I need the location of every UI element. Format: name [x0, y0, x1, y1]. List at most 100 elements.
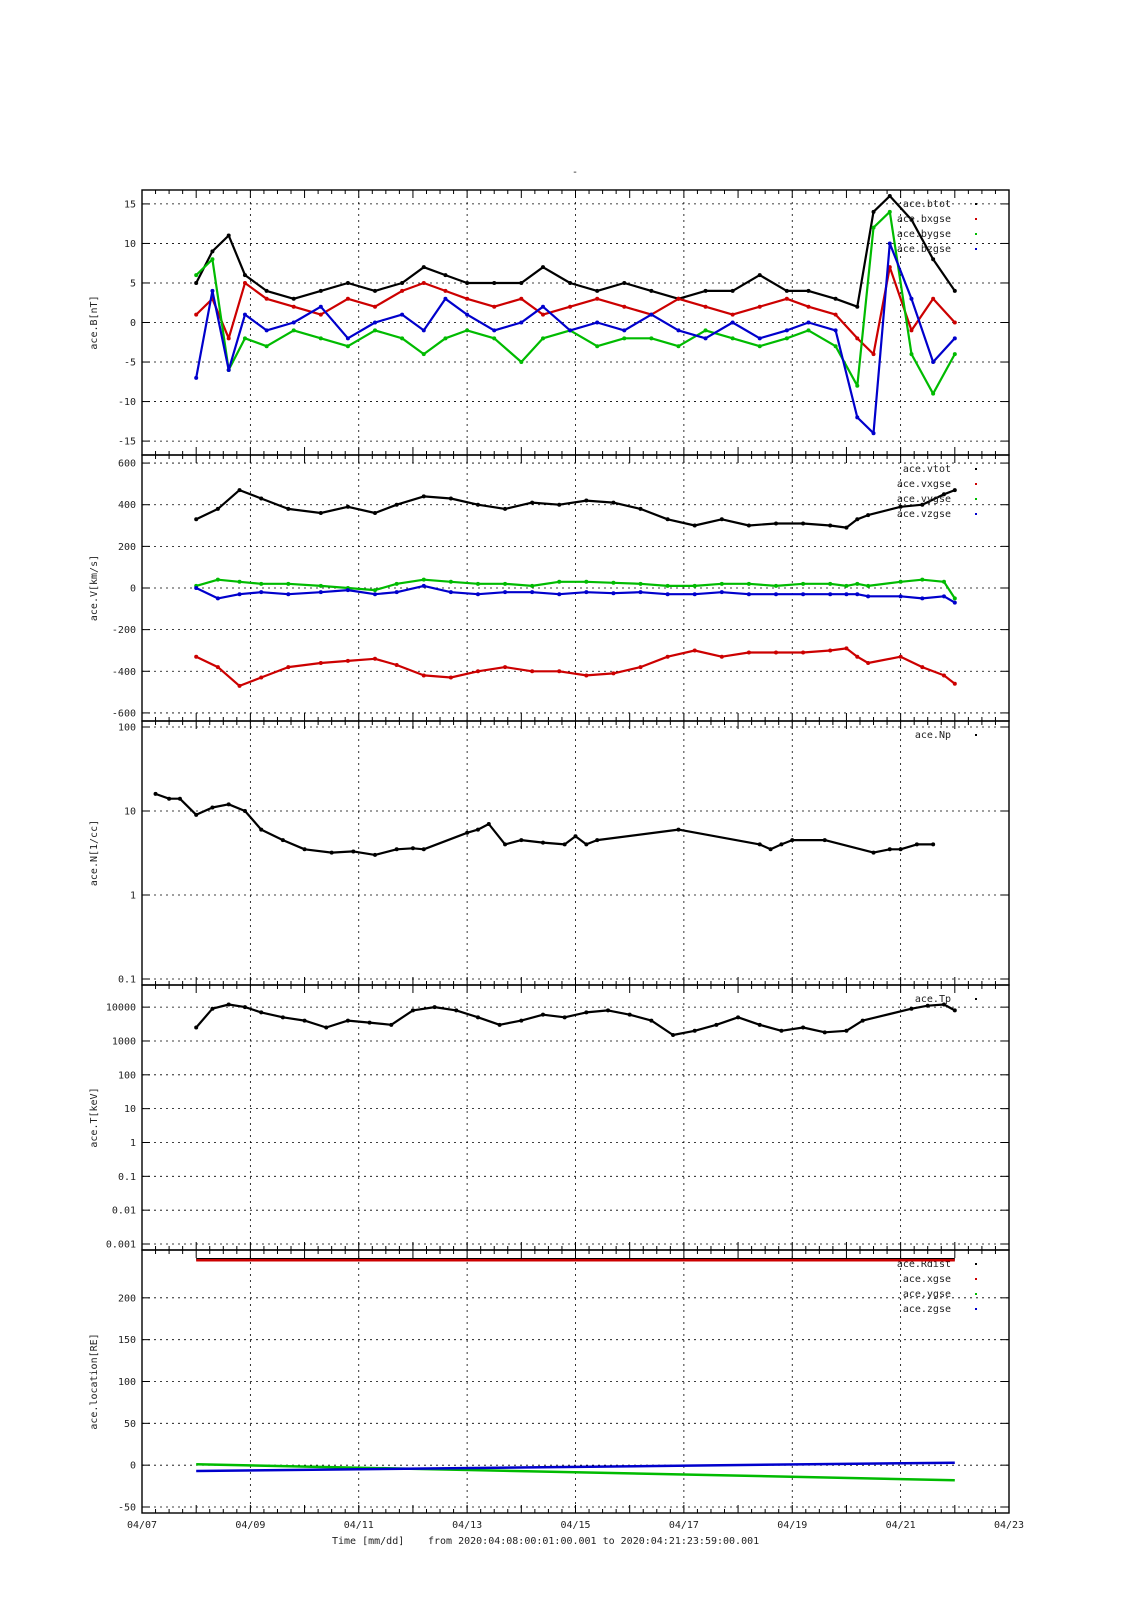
legend-marker	[975, 233, 977, 235]
data-point	[676, 296, 681, 301]
data-point	[714, 1022, 719, 1027]
data-point	[465, 280, 470, 285]
data-point	[855, 592, 860, 597]
data-point	[595, 296, 600, 301]
data-point	[909, 296, 914, 301]
data-point	[941, 492, 946, 497]
y-tick-label: 50	[124, 1419, 136, 1430]
data-point	[226, 802, 231, 807]
data-point	[649, 312, 654, 317]
panel-1: -15 -10 -5 0 5 10 15 ace.B[nT] ace.btot ace.bxgse…	[89, 189, 1010, 456]
data-point	[259, 590, 264, 595]
y-tick-label: -10	[118, 397, 136, 408]
data-point	[345, 344, 350, 349]
legend-entry: ace.bzgse	[897, 244, 951, 255]
data-point	[421, 673, 426, 678]
data-point	[280, 838, 285, 843]
y-tick-label: 0	[130, 584, 136, 595]
data-point	[568, 328, 573, 333]
data-point	[242, 336, 247, 341]
data-point	[757, 842, 762, 847]
y-axis-title: ace.T[keV]	[89, 1087, 100, 1147]
data-point	[373, 328, 378, 333]
data-point	[194, 586, 199, 590]
data-point	[432, 1005, 437, 1010]
x-tick-label: 04/11	[344, 1520, 374, 1531]
data-point	[421, 583, 426, 588]
data-point	[898, 847, 903, 852]
data-point	[443, 288, 448, 293]
time-range-text: from 2020:04:08:00:01:00.001 to 2020:04:…	[428, 1536, 759, 1547]
data-point	[822, 838, 827, 843]
legend-entry: ace.Rdist	[897, 1259, 951, 1270]
data-point	[931, 360, 936, 365]
legend-entry: ace.Tp	[915, 994, 951, 1005]
data-point	[665, 517, 670, 522]
data-point	[665, 583, 670, 588]
data-point	[400, 312, 405, 317]
data-point	[871, 431, 876, 436]
series-line-1	[195, 489, 956, 529]
data-point	[530, 500, 535, 505]
data-point	[497, 1022, 502, 1027]
data-point	[611, 591, 616, 596]
data-point	[584, 1010, 589, 1015]
data-point	[952, 600, 957, 605]
data-point	[400, 336, 405, 341]
legend-entry: ace.vzgse	[897, 509, 951, 520]
data-point	[941, 579, 946, 584]
legend-marker	[975, 998, 977, 1000]
legend-marker	[975, 203, 977, 205]
data-point	[871, 225, 876, 230]
data-point	[784, 296, 789, 301]
data-point	[318, 288, 323, 293]
data-point	[475, 1015, 480, 1020]
data-point	[286, 592, 291, 597]
y-tick-label: 15	[124, 199, 136, 210]
y-tick-label: 0	[130, 1461, 136, 1472]
data-point	[194, 312, 199, 317]
y-tick-label: 1000	[112, 1036, 136, 1047]
data-point	[671, 1033, 676, 1038]
x-tick-label: 04/15	[560, 1520, 590, 1531]
data-point	[920, 596, 925, 601]
data-point	[486, 822, 491, 827]
y-tick-label: 1	[130, 891, 136, 902]
y-tick-label: 200	[118, 542, 136, 553]
data-point	[855, 654, 860, 659]
data-point	[584, 590, 589, 595]
data-point	[871, 209, 876, 214]
data-point	[866, 583, 871, 588]
data-point	[773, 650, 778, 655]
data-point	[194, 1025, 199, 1030]
data-point	[345, 588, 350, 593]
data-point	[259, 496, 264, 501]
data-point	[790, 838, 795, 843]
data-point	[952, 681, 957, 686]
data-point	[914, 842, 919, 847]
data-point	[676, 827, 681, 832]
y-tick-label: 0.1	[118, 1172, 136, 1183]
data-point	[194, 812, 199, 817]
y-tick-label: 5	[130, 278, 136, 289]
legend-marker	[975, 1263, 977, 1265]
data-point	[373, 304, 378, 309]
data-point	[286, 506, 291, 511]
data-point	[730, 336, 735, 341]
data-point	[373, 852, 378, 857]
legend-entry: ace.bygse	[897, 229, 951, 240]
data-point	[475, 827, 480, 832]
data-point	[519, 838, 524, 843]
data-point	[692, 648, 697, 653]
data-point	[887, 209, 892, 214]
data-point	[952, 596, 957, 601]
legend-marker	[975, 1293, 977, 1295]
data-point	[503, 842, 508, 847]
x-tick-label: 04/19	[777, 1520, 807, 1531]
data-point	[568, 304, 573, 309]
data-point	[801, 650, 806, 655]
data-point	[291, 304, 296, 309]
legend-entry: ace.vygse	[897, 494, 951, 505]
data-point	[622, 304, 627, 309]
data-point	[503, 590, 508, 595]
